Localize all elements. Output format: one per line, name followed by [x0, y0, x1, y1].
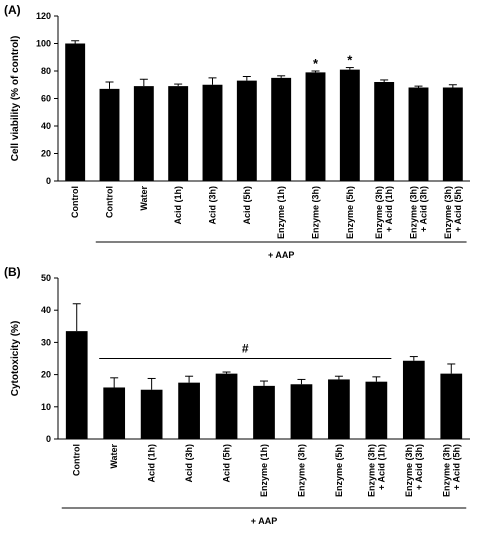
y-tick-label: 0: [46, 176, 51, 186]
significance-label: #: [242, 342, 249, 356]
y-tick-label: 10: [41, 402, 51, 412]
error-bar: [414, 85, 423, 88]
x-tick-label: Enzyme (3h)+ Acid (5h): [441, 444, 461, 497]
x-tick-label: Enzyme (5h): [345, 186, 355, 239]
x-tick-label: Acid (5h): [242, 186, 252, 225]
error-bar: [208, 77, 217, 85]
bar: [178, 382, 200, 439]
y-tick-label: 20: [41, 370, 51, 380]
error-bar: [242, 76, 251, 81]
x-tick-label: Acid (3h): [184, 444, 194, 483]
x-tick-label: Acid (1h): [147, 444, 157, 483]
y-tick-label: 0: [46, 434, 51, 444]
x-tick-label: Control: [70, 186, 80, 218]
x-tick-label: Enzyme (5h): [334, 444, 344, 497]
error-bar: [448, 84, 457, 88]
bar: [140, 389, 163, 439]
error-bar: [334, 375, 343, 380]
x-tick-label: Enzyme (3h)+ Acid (5h): [443, 186, 463, 239]
bar: [168, 86, 189, 181]
y-axis-label: Cell viability (% of control): [10, 36, 21, 162]
bar: [305, 72, 326, 181]
error-bar: [105, 81, 114, 89]
bar: [103, 387, 126, 439]
x-tick-label: Enzyme (3h)+ Acid (1h): [366, 444, 386, 497]
error-bar: [260, 380, 268, 386]
group-label: + AAP: [268, 250, 294, 260]
error-bar: [277, 75, 286, 78]
annotation: *: [347, 53, 353, 68]
bar: [202, 84, 223, 181]
annotation: *: [313, 56, 319, 71]
bar: [339, 69, 360, 181]
error-bar: [147, 377, 156, 390]
y-axis-label: Cytotoxicity (%): [10, 321, 21, 397]
bar: [402, 360, 425, 439]
error-bar: [380, 79, 389, 82]
error-bar: [139, 78, 148, 87]
bar: [328, 379, 350, 439]
y-tick-label: 20: [41, 149, 51, 159]
error-bar: [174, 83, 183, 87]
bar: [408, 87, 429, 181]
bar: [65, 43, 86, 181]
y-tick-label: 100: [36, 39, 51, 49]
x-tick-label: Enzyme (3h)+ Acid (1h): [374, 186, 394, 239]
x-tick-label: Enzyme (3h): [296, 444, 306, 497]
bar: [133, 86, 154, 181]
panel-label: (A): [4, 3, 21, 17]
panel-label: (B): [4, 265, 21, 279]
x-tick-label: Water: [139, 186, 149, 211]
x-tick-label: Enzyme (3h)+ Acid (3h): [404, 444, 424, 497]
x-tick-label: Control: [72, 444, 82, 476]
y-tick-label: 60: [41, 94, 51, 104]
bar: [365, 381, 388, 439]
error-bar: [185, 375, 194, 383]
error-bar: [409, 356, 418, 361]
error-bar: [72, 303, 81, 332]
error-bar: [372, 376, 381, 382]
x-tick-label: Enzyme (1h): [259, 444, 269, 497]
error-bar: [447, 363, 456, 374]
x-tick-label: Acid (5h): [222, 444, 232, 483]
x-tick-label: Water: [109, 444, 119, 469]
error-bar: [345, 67, 354, 70]
error-bar: [297, 378, 306, 385]
x-tick-label: Enzyme (3h): [311, 186, 321, 239]
bar: [290, 384, 313, 439]
bar: [253, 385, 275, 439]
bar: [440, 373, 463, 439]
error-bar: [71, 40, 80, 44]
error-bar: [110, 377, 119, 388]
bar: [215, 373, 238, 439]
bar: [271, 77, 292, 181]
x-tick-label: Enzyme (1h): [276, 186, 286, 239]
bar: [442, 87, 463, 181]
x-tick-label: Control: [105, 186, 115, 218]
y-tick-label: 40: [41, 121, 51, 131]
bar: [65, 331, 88, 439]
y-tick-label: 40: [41, 305, 51, 315]
y-tick-label: 120: [36, 11, 51, 21]
group-label: + AAP: [251, 516, 277, 526]
y-tick-label: 30: [41, 337, 51, 347]
bar: [99, 88, 120, 181]
bar: [374, 82, 395, 181]
x-tick-label: Enzyme (3h)+ Acid (3h): [409, 186, 429, 239]
x-tick-label: Acid (3h): [208, 186, 218, 225]
y-tick-label: 50: [41, 273, 51, 283]
error-bar: [222, 371, 231, 374]
x-tick-label: Acid (1h): [173, 186, 183, 225]
error-bar: [311, 70, 320, 73]
y-tick-label: 80: [41, 66, 51, 76]
bar: [236, 80, 257, 181]
